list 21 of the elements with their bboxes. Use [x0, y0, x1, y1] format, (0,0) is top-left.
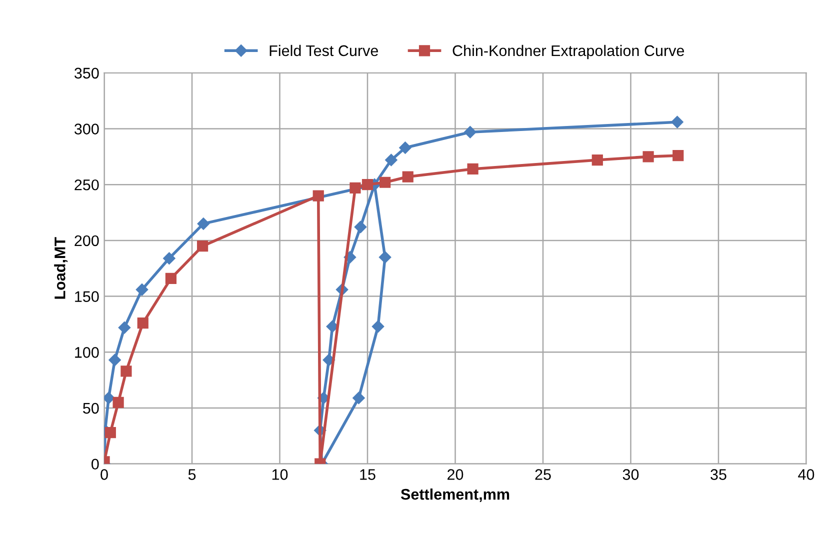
y-tick-label: 0	[92, 458, 99, 470]
legend-label: Field Test Curve	[270, 44, 378, 56]
y-axis-title: Load,MT	[54, 237, 68, 299]
y-tick-label: 250	[74, 179, 99, 190]
x-tick-label: 5	[188, 469, 196, 480]
x-tick-label: 0	[100, 469, 108, 480]
x-tick-label: 40	[798, 469, 814, 480]
x-tick-label: 35	[710, 469, 726, 480]
y-tick-label: 300	[74, 124, 99, 134]
x-tick-label: 25	[535, 469, 551, 480]
x-tick-label: 15	[360, 469, 376, 480]
x-tick-label: 10	[272, 469, 288, 480]
x-tick-label: 20	[448, 469, 464, 480]
y-tick-label: 350	[74, 68, 99, 79]
y-tick-label: 50	[83, 402, 99, 414]
legend-label: Chin-Kondner Extrapolation Curve	[452, 44, 684, 60]
x-axis-title: Settlement,mm	[400, 488, 510, 502]
y-tick-label: 100	[75, 347, 99, 358]
y-tick-label: 200	[74, 235, 99, 246]
x-tick-label: 30	[622, 469, 639, 480]
y-tick-label: 150	[75, 291, 99, 302]
